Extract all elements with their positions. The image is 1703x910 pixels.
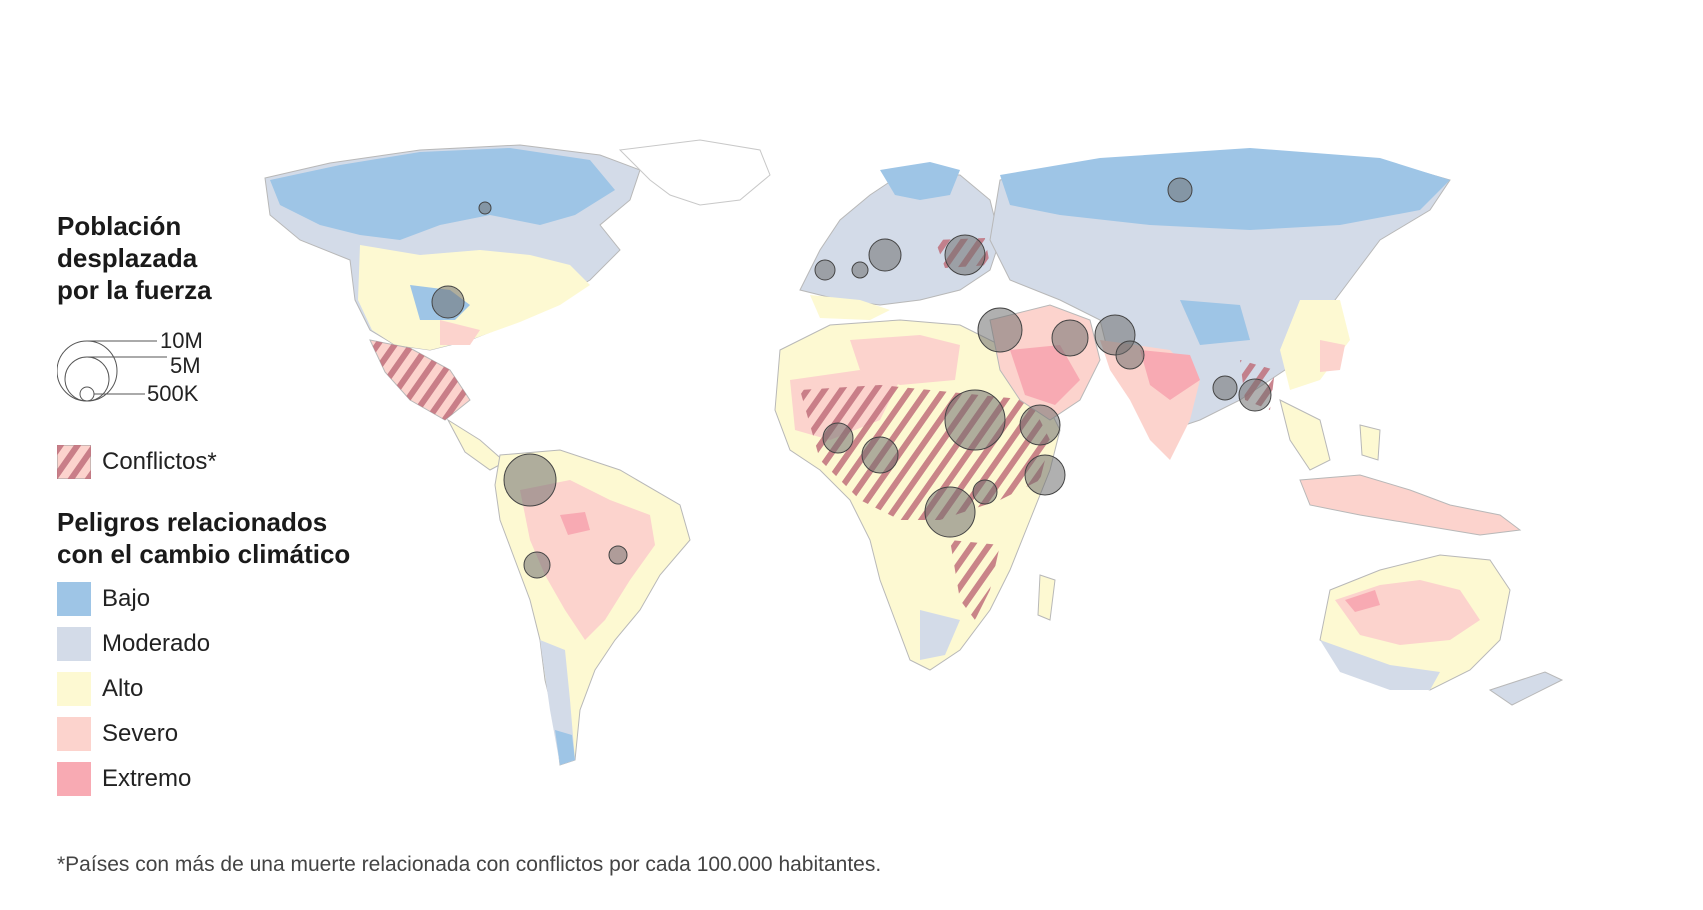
north-america	[264, 139, 771, 471]
hazard-label-alto: Alto	[102, 674, 144, 702]
hazard-swatch-severo	[57, 716, 91, 751]
asia	[989, 148, 1451, 460]
displacement-bubbles	[431, 177, 1272, 579]
australia	[1319, 554, 1564, 706]
hazard-label-moderado: Moderado	[102, 629, 211, 657]
hazard-label-severo: Severo	[102, 719, 179, 747]
population-title: Población desplazada por la fuerza	[57, 211, 212, 305]
footnote: *Países con más de una muerte relacionad…	[57, 853, 882, 876]
bubble-size-legend: 10M 5M 500K	[56, 328, 203, 406]
conflict-swatch	[57, 444, 91, 479]
hazard-swatch-extremo	[57, 761, 91, 796]
hazard-row-moderado: Moderado	[57, 621, 417, 666]
bubble-label-5m: 5M	[170, 353, 201, 378]
bubble-label-10m: 10M	[160, 328, 203, 353]
hazard-swatch-alto	[57, 671, 91, 706]
southeast-asia	[1279, 399, 1522, 536]
hazard-row-severo: Severo	[57, 711, 417, 756]
bubble-label-500k: 500K	[147, 381, 199, 406]
hazard-swatch-bajo	[57, 581, 91, 616]
hazard-legend: Bajo Moderado Alto Severo Extremo	[57, 576, 417, 801]
conflict-label: Conflictos*	[102, 447, 217, 475]
south-america	[494, 449, 691, 766]
hazard-swatch-moderado	[57, 626, 91, 661]
bubble-legend-small	[79, 386, 95, 402]
hazard-row-bajo: Bajo	[57, 576, 417, 621]
hazard-row-extremo: Extremo	[57, 756, 417, 801]
hazard-label-bajo: Bajo	[102, 584, 151, 612]
hazards-title: Peligros relacionados con el cambio clim…	[57, 507, 351, 569]
legend: Población desplazada por la fuerza 10M 5…	[56, 210, 417, 801]
hazard-row-alto: Alto	[57, 666, 417, 711]
hazard-label-extremo: Extremo	[102, 764, 192, 792]
conflict-legend-row: Conflictos*	[57, 439, 417, 484]
